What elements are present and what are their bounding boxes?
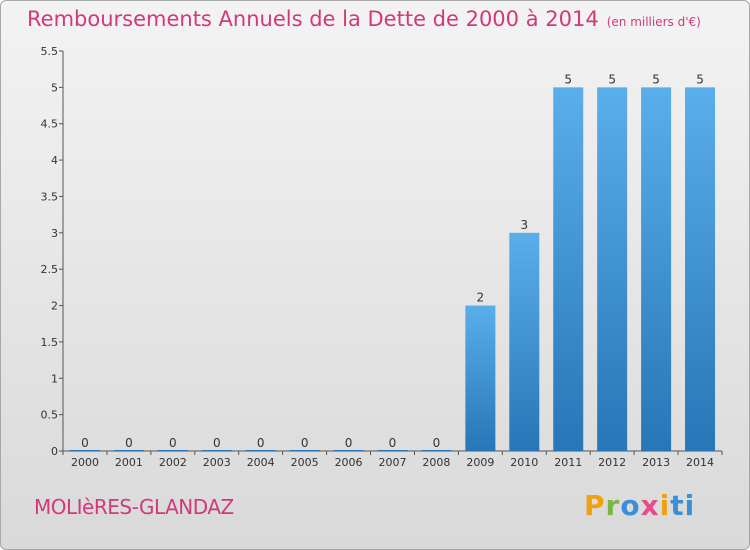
x-tick-label: 2011 (554, 456, 582, 469)
chart-title: Remboursements Annuels de la Dette de 20… (27, 7, 701, 31)
x-tick-label: 2009 (466, 456, 494, 469)
x-tick-label: 2013 (642, 456, 670, 469)
y-tick-label: 1 (51, 372, 58, 385)
x-tick-label: 2000 (71, 456, 99, 469)
labels: 0 2000 0 2001 0 2002 0 2003 0 2004 0 2005 0 2006 0 2007… (71, 72, 714, 469)
y-tick-label: 0 (51, 445, 58, 458)
bars (69, 87, 716, 451)
data-label: 2 (477, 291, 485, 305)
x-tick-label: 2005 (291, 456, 319, 469)
chart-subtitle: (en milliers d'€) (606, 15, 701, 29)
data-label: 5 (652, 72, 660, 86)
y-tick-label: 2.5 (41, 263, 59, 276)
y-tick-label: 4 (51, 154, 58, 167)
bar (377, 450, 408, 451)
data-label: 0 (257, 436, 265, 450)
axes: 0 0.5 1 1.5 2 2.5 3 3.5 4 4.5 5 5.5 (41, 45, 723, 458)
bar (333, 450, 364, 451)
x-tick-label: 2007 (379, 456, 407, 469)
data-label: 0 (169, 436, 177, 450)
x-tick-label: 2002 (159, 456, 187, 469)
y-tick-label: 3 (51, 227, 58, 240)
x-tick-label: 2012 (598, 456, 626, 469)
y-tick-label: 3.5 (41, 190, 59, 203)
y-tick-label: 0.5 (41, 409, 59, 422)
data-label: 0 (125, 436, 133, 450)
x-tick-label: 2004 (247, 456, 275, 469)
bar (465, 305, 496, 451)
x-tick-label: 2006 (335, 456, 363, 469)
bar (201, 450, 232, 451)
bar (641, 87, 672, 451)
y-tick-label: 1.5 (41, 336, 59, 349)
place-name: MOLIèRES-GLANDAZ (34, 495, 234, 519)
y-tick-label: 5 (51, 81, 58, 94)
bar (245, 450, 276, 451)
y-tick-label: 5.5 (41, 45, 59, 58)
y-tick-label: 4.5 (41, 118, 59, 131)
data-label: 5 (608, 72, 616, 86)
x-tick-label: 2008 (422, 456, 450, 469)
bar (421, 450, 452, 451)
x-tick-label: 2003 (203, 456, 231, 469)
bar (113, 450, 144, 451)
data-label: 0 (81, 436, 89, 450)
x-tick-label: 2001 (115, 456, 143, 469)
x-tick-label: 2010 (510, 456, 538, 469)
bar (157, 450, 188, 451)
y-tick-label: 2 (51, 300, 58, 313)
bar (69, 450, 100, 451)
bar (509, 232, 540, 451)
data-label: 5 (564, 72, 572, 86)
bar (289, 450, 320, 451)
data-label: 0 (389, 436, 397, 450)
proxiti-logo: Proxiti (584, 489, 696, 522)
data-label: 3 (520, 218, 528, 232)
data-label: 0 (345, 436, 353, 450)
bar (553, 87, 584, 451)
data-label: 0 (301, 436, 309, 450)
bar (597, 87, 628, 451)
data-label: 0 (213, 436, 221, 450)
x-tick-label: 2014 (686, 456, 714, 469)
bar (685, 87, 716, 451)
data-label: 5 (696, 72, 704, 86)
data-label: 0 (433, 436, 441, 450)
